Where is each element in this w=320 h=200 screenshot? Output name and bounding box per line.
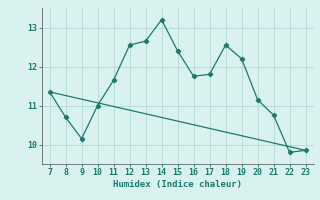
X-axis label: Humidex (Indice chaleur): Humidex (Indice chaleur) xyxy=(113,180,242,189)
